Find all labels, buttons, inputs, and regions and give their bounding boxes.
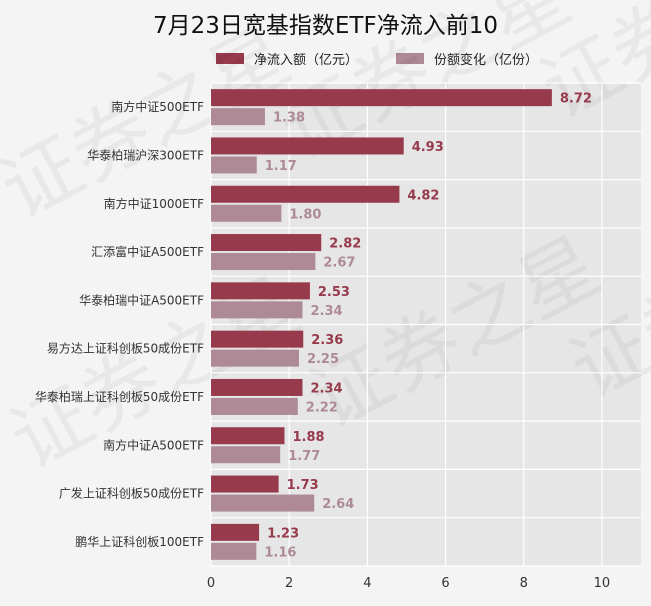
legend: 净流入额（亿元） 份额变化（亿份） [216, 49, 576, 68]
bar-net-inflow [211, 185, 400, 203]
data-label-share-change: 2.64 [322, 497, 354, 512]
y-category-label: 华泰柏瑞上证科创板50成份ETF [35, 389, 204, 404]
x-tick-label: 6 [441, 576, 449, 591]
data-label-net-inflow: 2.36 [311, 333, 343, 348]
legend-item-share-change: 份额变化（亿份） [396, 49, 538, 68]
bar-share-change [211, 301, 303, 319]
bar-net-inflow [211, 475, 279, 493]
legend-swatch-net-inflow [216, 53, 244, 64]
legend-label-net-inflow: 净流入额（亿元） [254, 53, 359, 68]
bar-share-change [211, 204, 282, 222]
data-label-net-inflow: 2.53 [318, 285, 350, 300]
y-category-label: 南方中证A500ETF [103, 437, 204, 452]
chart-title: 7月23日宽基指数ETF净流入前10 [153, 13, 498, 39]
bar-net-inflow [211, 234, 322, 252]
data-label-share-change: 1.38 [273, 111, 305, 126]
bar-net-inflow [211, 89, 552, 107]
legend-item-net-inflow: 净流入额（亿元） [216, 49, 358, 68]
data-label-share-change: 2.67 [323, 256, 355, 271]
y-category-label: 华泰柏瑞中证A500ETF [79, 292, 204, 307]
data-label-share-change: 1.80 [289, 207, 321, 222]
y-category-label: 易方达上证科创板50成份ETF [47, 341, 204, 356]
bar-share-change [211, 349, 299, 367]
data-label-net-inflow: 1.73 [287, 478, 319, 493]
y-category-label: 华泰柏瑞沪深300ETF [87, 147, 204, 162]
data-label-net-inflow: 2.34 [310, 381, 342, 396]
bar-share-change [211, 494, 315, 512]
data-label-net-inflow: 4.93 [412, 140, 444, 155]
bar-net-inflow [211, 378, 303, 396]
bar-net-inflow [211, 137, 404, 155]
data-label-share-change: 1.77 [288, 449, 320, 464]
bar-share-change [211, 253, 316, 271]
bar-net-inflow [211, 427, 285, 445]
data-label-net-inflow: 1.23 [267, 526, 299, 541]
bar-share-change [211, 156, 257, 174]
y-category-label: 汇添富中证A500ETF [91, 244, 204, 259]
data-label-share-change: 2.25 [307, 352, 339, 367]
bar-share-change [211, 446, 281, 464]
y-category-label: 南方中证500ETF [111, 99, 204, 114]
bar-share-change [211, 108, 265, 126]
data-label-share-change: 2.34 [310, 304, 342, 319]
data-label-net-inflow: 2.82 [329, 237, 361, 252]
data-label-net-inflow: 1.88 [292, 430, 324, 445]
data-label-share-change: 1.16 [264, 545, 296, 560]
legend-swatch-share-change [396, 53, 425, 64]
data-label-share-change: 2.22 [306, 400, 338, 415]
y-category-label: 广发上证科创板50成份ETF [59, 486, 204, 501]
x-tick-label: 4 [363, 576, 371, 591]
x-tick-label: 0 [207, 576, 215, 591]
legend-label-share-change: 份额变化（亿份） [434, 53, 539, 68]
data-label-share-change: 1.17 [265, 159, 297, 174]
y-category-label: 鹏华上证科创板100ETF [75, 535, 204, 549]
data-label-net-inflow: 8.72 [560, 92, 592, 107]
bar-share-change [211, 397, 298, 415]
x-tick-label: 2 [285, 576, 293, 591]
x-tick-label: 8 [520, 576, 528, 591]
data-label-net-inflow: 4.82 [407, 188, 439, 203]
y-category-label: 南方中证1000ETF [104, 196, 204, 211]
bar-net-inflow [211, 523, 260, 541]
bar-share-change [211, 542, 257, 560]
bar-net-inflow [211, 330, 304, 348]
bar-net-inflow [211, 282, 310, 300]
x-tick-label: 10 [594, 576, 611, 591]
